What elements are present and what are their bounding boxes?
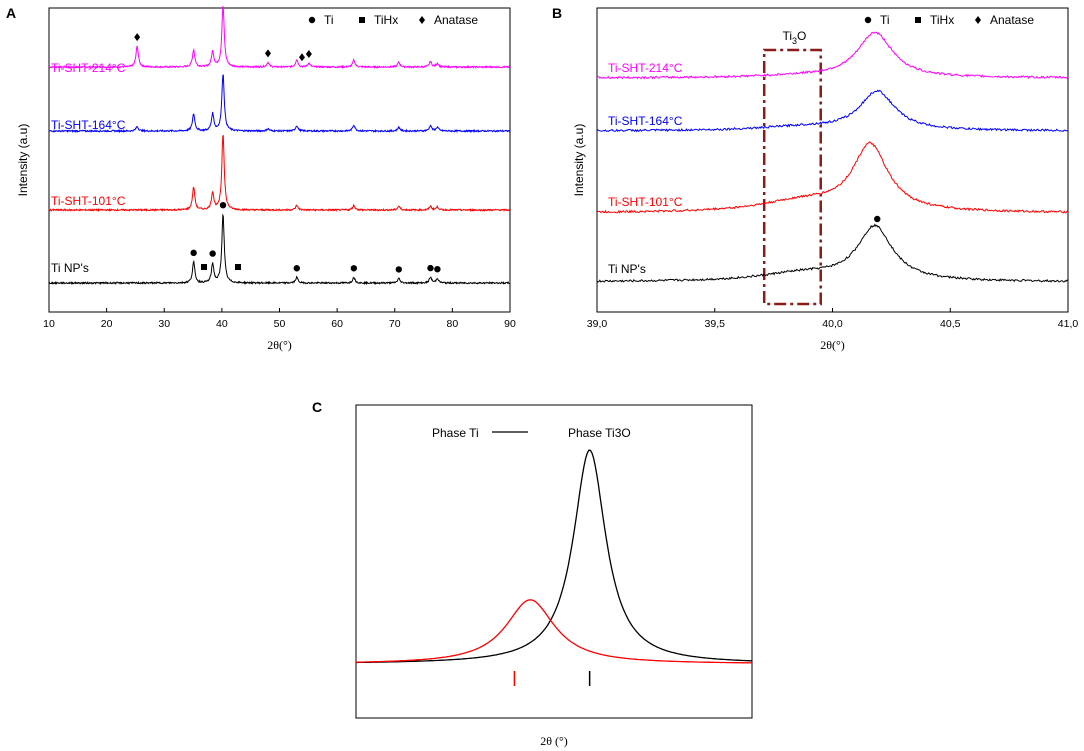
panel-b-marker (874, 215, 881, 223)
panel-b-y-title: Intensity (a.u) (572, 124, 586, 197)
panel-a-marker (209, 250, 216, 257)
panel-a-x-tick-label: 60 (331, 318, 343, 330)
panel-a-legend-label: Anatase (434, 13, 478, 27)
panel-b-series-line (596, 141, 1069, 214)
panel-a-x-tick-label: 10 (43, 318, 55, 330)
panel-a-marker (298, 53, 305, 62)
panel-b-series-line (596, 223, 1069, 283)
panel-c-series-line (356, 599, 752, 664)
panel-a-legend-label: Ti (324, 13, 334, 27)
panel-a-series-label: Ti-SHT-164°C (51, 118, 126, 132)
panel-c-series-line (356, 449, 753, 664)
panel-a-marker (201, 264, 208, 270)
panel-a-x-tick-label: 20 (101, 318, 113, 330)
panel-a-x-tick-label: 40 (216, 318, 228, 330)
panel-a-legend-symbol (419, 16, 425, 24)
panel-a-x-tick-label: 50 (274, 318, 286, 330)
panel-b-legend-label: Anatase (990, 13, 1034, 27)
panel-b-x-tick-label: 39,0 (587, 318, 608, 330)
panel-c-legend-label: Phase Ti (432, 426, 479, 440)
panel-b-ti3o-box (762, 48, 822, 306)
panel-b-legend-symbol (864, 16, 872, 24)
panel-b-x-tick-label: 40,5 (940, 318, 961, 330)
panel-a-marker (190, 249, 197, 257)
panel-b-series-label: Ti-SHT-164°C (608, 114, 683, 128)
panel-a-series-label: Ti NP's (51, 261, 89, 275)
panel-b-legend-label: TiHx (930, 13, 954, 27)
panel-a-marker (219, 201, 227, 209)
panel-c-letter: C (312, 399, 322, 415)
panel-a-series-label: Ti-SHT-101°C (51, 194, 126, 208)
panel-a-letter: A (6, 5, 16, 21)
panel-b-series-label: Ti NP's (608, 262, 646, 276)
panel-a-marker (305, 50, 312, 59)
panel-b-x-title: 2θ(°) (820, 338, 845, 352)
panel-b-series-label: Ti-SHT-101°C (608, 195, 683, 209)
panel-a-x-tick-label: 70 (389, 318, 401, 330)
panel-a-legend-label: TiHx (374, 13, 398, 27)
panel-a-marker (395, 266, 402, 273)
panel-a-series-line (48, 134, 510, 213)
panel-a-x-tick-label: 30 (158, 318, 170, 330)
panel-a-x-tick-label: 90 (504, 318, 516, 330)
panel-a-series-line (48, 213, 510, 286)
panel-a-series-line (48, 5, 511, 70)
panel-b-x-tick-label: 40,0 (822, 318, 843, 330)
panel-a-series-line (48, 74, 511, 134)
panel-b-x-tick-label: 39,5 (705, 318, 726, 330)
panel-c-x-title: 2θ (°) (540, 734, 568, 748)
panel-a-marker (434, 265, 441, 273)
panel-a-x-title: 2θ(°) (267, 338, 292, 352)
panel-a-series-label: Ti-SHT-214°C (51, 61, 126, 75)
panel-b-series-line (596, 89, 1069, 133)
panel-a-legend-symbol (359, 17, 365, 23)
panel-a-marker (350, 265, 358, 272)
panel-b-series-label: Ti-SHT-214°C (608, 61, 683, 75)
panel-a-y-title: Intensity (a.u) (16, 124, 30, 197)
panel-a-marker (134, 33, 141, 42)
panel-c-frame (355, 404, 753, 719)
panel-a-legend-symbol (308, 16, 316, 24)
panel-b-legend-symbol (915, 17, 921, 23)
panel-c-legend-label: Phase Ti3O (568, 426, 631, 440)
panel-b-x-tick-label: 41,0 (1058, 318, 1079, 330)
panel-a-marker (427, 264, 434, 272)
panel-b-legend-symbol (975, 16, 981, 24)
panel-b-frame (596, 7, 1069, 313)
panel-a-frame (48, 7, 511, 313)
panel-b-letter: B (552, 5, 562, 21)
panel-a-marker (235, 264, 242, 270)
panel-b-series-line (596, 31, 1069, 80)
panel-b-legend-label: Ti (880, 13, 890, 27)
panel-a-marker (293, 265, 300, 272)
panel-b-ti3o-label: Ti3O (782, 29, 806, 46)
panel-a-marker (264, 49, 271, 58)
panel-a-x-tick-label: 80 (447, 318, 459, 330)
